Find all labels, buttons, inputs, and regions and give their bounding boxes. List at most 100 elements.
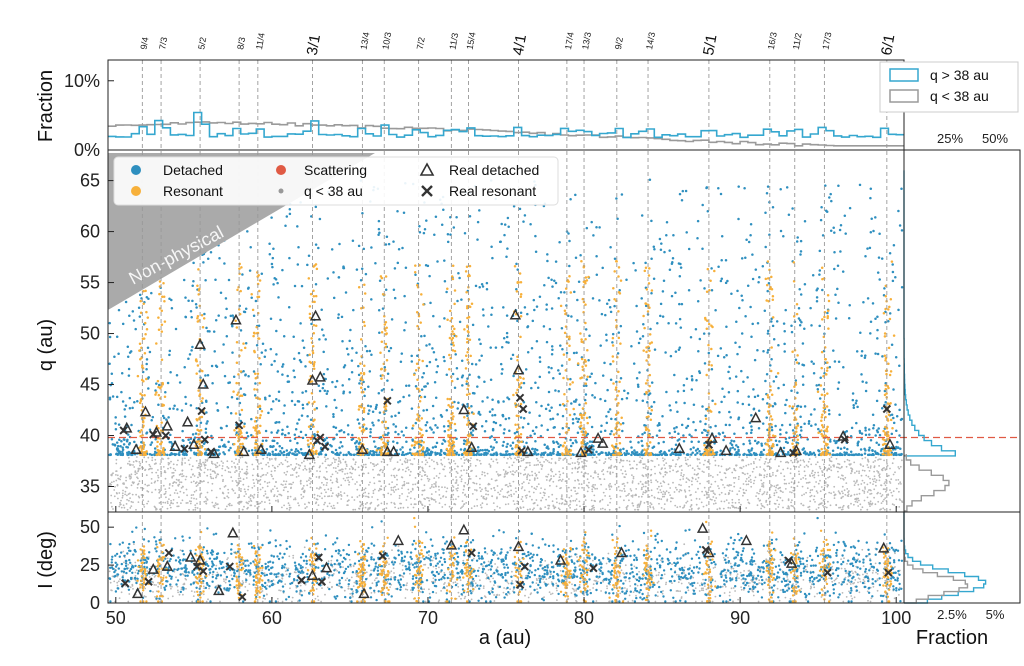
detached-point [414, 421, 418, 425]
q-below-38-point [506, 496, 509, 499]
detached-point [753, 358, 757, 362]
q-below-38-point [482, 497, 484, 499]
q-below-38-point [678, 457, 680, 460]
detached-point [552, 376, 555, 380]
q-below-38-point [189, 502, 192, 505]
detached-point [481, 400, 484, 403]
q-below-38-point [240, 490, 242, 493]
q-below-38-point [479, 477, 481, 480]
detached-point [692, 403, 696, 407]
detached-point [499, 362, 503, 366]
q-below-38-point [779, 497, 782, 499]
detached-point [228, 381, 232, 384]
q-below-38-point [763, 506, 766, 509]
q-below-38-point [333, 507, 336, 510]
q-below-38-point [389, 458, 392, 461]
detached-point [479, 342, 482, 346]
inclination-grey-point [893, 597, 896, 600]
q-below-38-point [541, 464, 544, 467]
q-below-38-point [687, 465, 690, 467]
inclination-grey-point [816, 592, 819, 595]
q-below-38-point [243, 495, 246, 497]
q-below-38-point [521, 482, 524, 485]
q-below-38-point [873, 465, 876, 468]
q-below-38-point [224, 485, 227, 487]
q-below-38-point [181, 499, 184, 502]
q-below-38-point [718, 487, 720, 490]
q-below-38-point [740, 467, 743, 470]
q-below-38-point [738, 501, 740, 504]
q-below-38-point [541, 496, 544, 499]
q-below-38-point [492, 502, 495, 504]
q-below-38-point [304, 507, 307, 510]
q-below-38-point [614, 483, 617, 486]
detached-point [736, 401, 739, 404]
detached-point [638, 452, 641, 456]
q-below-38-point [699, 462, 701, 464]
q-below-38-point [714, 493, 716, 496]
q-below-38-point [227, 492, 230, 494]
q-below-38-point [264, 480, 266, 483]
detached-point [872, 229, 875, 233]
q-below-38-point [135, 460, 137, 462]
q-below-38-point [825, 506, 828, 509]
q-below-38-point [494, 479, 497, 482]
q-below-38-point [561, 498, 564, 501]
q-below-38-point [576, 471, 579, 473]
detached-point [223, 374, 227, 378]
detached-point [270, 363, 273, 367]
inclination-grey-point [208, 587, 211, 590]
q-below-38-point [588, 508, 591, 511]
q-below-38-point [232, 489, 235, 492]
q-below-38-point [428, 503, 431, 506]
q-below-38-point [537, 459, 539, 462]
detached-point [697, 350, 700, 353]
q-below-38-point [658, 485, 660, 488]
detached-point [429, 301, 432, 305]
q-below-38-point [814, 501, 816, 503]
detached-point [247, 375, 250, 378]
q-below-38-point [463, 462, 466, 464]
inclination-grey-point [683, 543, 686, 546]
q-below-38-point [167, 463, 170, 466]
detached-point [603, 361, 606, 365]
q-below-38-point [631, 496, 634, 498]
detached-point [876, 337, 879, 340]
q-below-38-point [124, 490, 127, 493]
inclination-grey-point [404, 597, 407, 599]
inclination-grey-point [663, 573, 666, 576]
q-below-38-point [810, 472, 813, 475]
q-below-38-point [532, 508, 534, 511]
q-below-38-point [608, 495, 611, 498]
q-below-38-point [631, 467, 634, 469]
q-below-38-point [797, 481, 800, 484]
q-below-38-point [727, 506, 730, 509]
detached-point [892, 421, 896, 425]
q-below-38-point [871, 478, 874, 481]
detached-point [590, 425, 594, 429]
detached-point [137, 306, 141, 310]
q-below-38-point [761, 485, 763, 488]
q-below-38-point [682, 475, 684, 478]
inclination-grey-point [661, 592, 664, 595]
q-below-38-point [891, 462, 894, 465]
q-below-38-point [455, 470, 458, 473]
q-below-38-point [824, 481, 827, 484]
detached-point [290, 448, 293, 452]
inclination-grey-point [623, 573, 626, 576]
inclination-grey-point [846, 583, 849, 586]
q-below-38-point [702, 463, 705, 466]
detached-point [720, 277, 724, 280]
q-below-38-point [594, 470, 596, 472]
q-below-38-point [533, 507, 535, 510]
q-below-38-point [643, 463, 646, 465]
detached-point [817, 427, 820, 431]
detached-point [701, 203, 704, 207]
q-below-38-point [262, 457, 265, 460]
q-below-38-point [137, 469, 140, 471]
inclination-grey-point [665, 581, 668, 584]
inclination-grey-point [496, 593, 499, 596]
inclination-grey-point [432, 565, 435, 568]
q-below-38-point [757, 497, 760, 500]
q-below-38-point [731, 501, 734, 504]
